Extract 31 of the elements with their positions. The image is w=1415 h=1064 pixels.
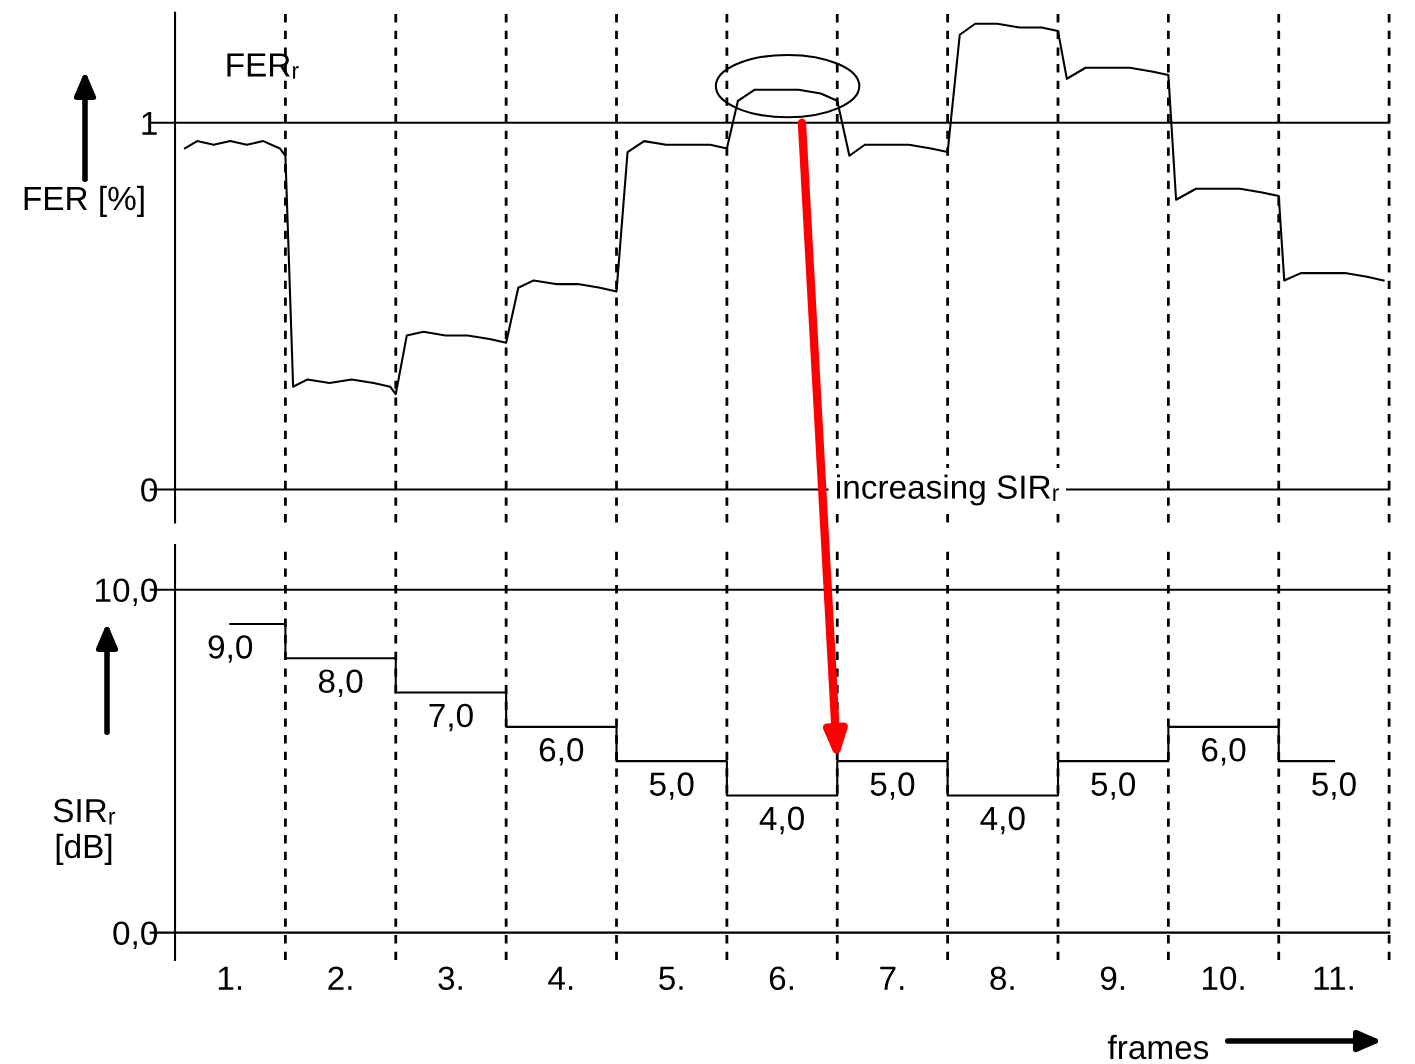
data-label: 7,0: [429, 703, 473, 732]
x-tick-label: 9.: [1100, 966, 1125, 991]
data-label: 5,0: [1091, 772, 1136, 800]
data-label: 5,0: [649, 772, 694, 800]
x-tick-label: 2.: [328, 966, 352, 990]
data-label: 4,0: [980, 806, 1025, 835]
y-tick-label: 10,0: [96, 578, 158, 607]
data-label: 6,0: [1202, 738, 1246, 766]
x-tick-label: 5.: [659, 966, 683, 991]
data-label: 5,0: [1312, 772, 1356, 800]
x-tick-label: 4.: [548, 966, 573, 990]
y-tick-label: 0,0: [113, 921, 158, 949]
data-label: 9,0: [208, 635, 253, 663]
data-label: 6,0: [539, 738, 584, 766]
data-label: 5,0: [870, 772, 915, 800]
data-label: 8,0: [318, 669, 363, 697]
x-tick-label: 7.: [880, 966, 904, 990]
x-tick-label: 8.: [990, 966, 1014, 991]
y-axis-title: SIRᵣ [dB]: [53, 798, 116, 865]
annotation: FERᵣ: [227, 53, 299, 79]
annotation: increasing SIRᵣ: [837, 474, 1059, 506]
x-axis-title: frames: [1107, 1034, 1209, 1060]
x-tick-label: 3.: [438, 966, 462, 991]
x-tick-label: 10.: [1202, 966, 1244, 991]
y-axis-title: FER [%]: [24, 185, 144, 217]
x-tick-label: 11.: [1314, 966, 1353, 990]
data-label: 4,0: [759, 806, 804, 835]
x-tick-label: 1.: [218, 966, 242, 990]
y-tick-label: 0: [141, 478, 158, 502]
x-tick-label: 6.: [769, 966, 793, 991]
y-tick-label: 1: [142, 111, 157, 135]
